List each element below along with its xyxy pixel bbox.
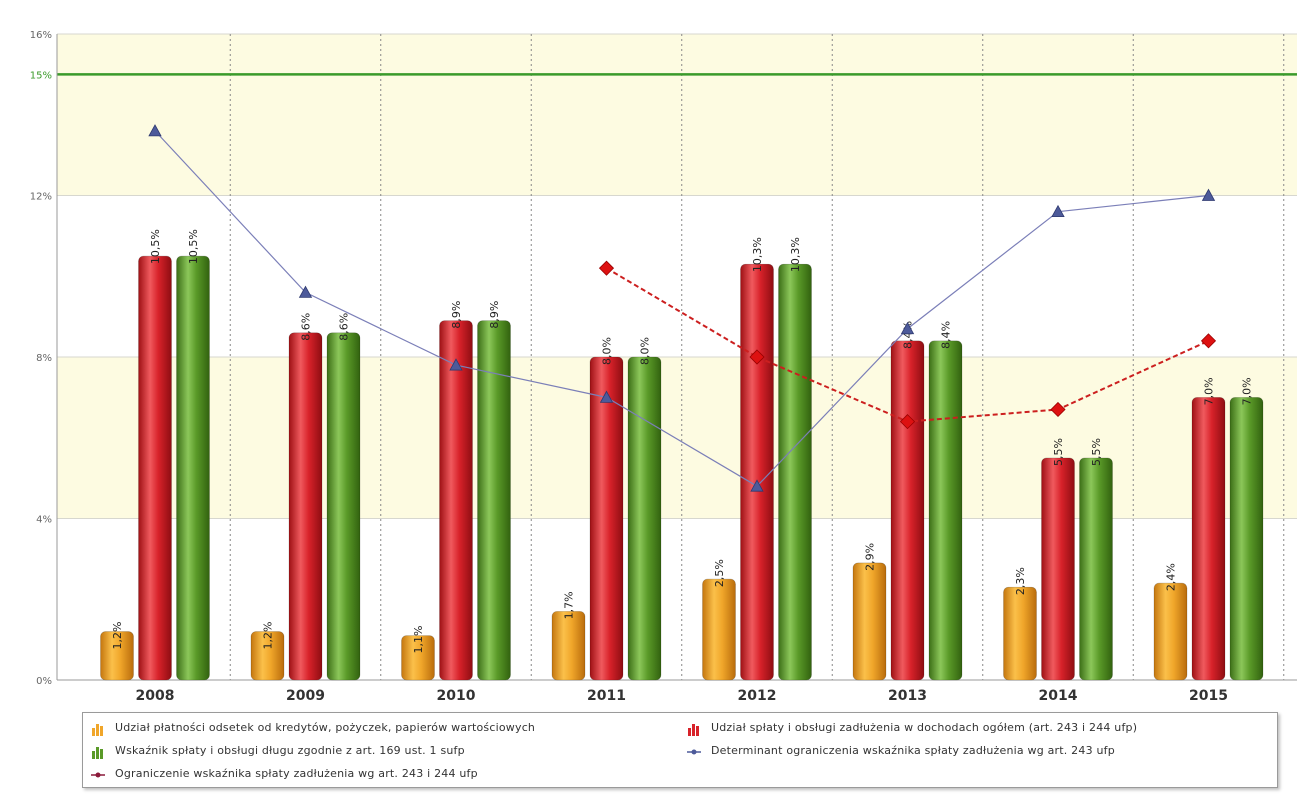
bar-value-label: 8,0% (639, 337, 652, 365)
y-tick-label: 16% (30, 30, 52, 41)
bar (928, 340, 963, 681)
bar (852, 562, 887, 681)
red-bars-icon (688, 724, 699, 736)
bar (176, 255, 210, 681)
bar-value-label: 8,4% (940, 321, 953, 349)
line-marker-icon (687, 749, 701, 755)
bar (589, 356, 624, 681)
legend: Udział płatności odsetek od kredytów, po… (82, 712, 1278, 788)
x-tick-label: 2010 (437, 688, 476, 704)
plot-band (57, 34, 1297, 196)
bar (551, 611, 586, 681)
bar-value-label: 8,9% (488, 301, 501, 329)
legend-label: Determinant ograniczenia wskaźnika spłat… (711, 744, 1115, 757)
bar-value-label: 7,0% (1203, 377, 1216, 405)
bar-value-label: 10,3% (789, 237, 802, 272)
bar-value-label: 1,2% (262, 622, 275, 650)
bar-value-label: 10,5% (149, 229, 162, 264)
bar-value-label: 1,2% (111, 622, 124, 650)
legend-label: Ograniczenie wskaźnika spłaty zadłużenia… (115, 767, 478, 780)
x-tick-label: 2009 (286, 688, 325, 704)
bar (1079, 457, 1113, 681)
triangle-marker (298, 285, 313, 298)
bar-value-label: 10,3% (751, 237, 764, 272)
green-bars-icon (92, 747, 103, 759)
series-line (154, 130, 1209, 487)
line-series (148, 124, 1217, 492)
bar (1041, 457, 1075, 681)
bar-value-label: 7,0% (1241, 377, 1254, 405)
orange-bars-icon (92, 724, 103, 736)
bar (740, 263, 774, 681)
bar (702, 578, 736, 681)
triangle-marker (750, 479, 764, 492)
bar (1229, 397, 1264, 681)
bar (1153, 582, 1188, 681)
x-tick-label: 2014 (1039, 688, 1078, 704)
bar-value-label: 2,3% (1014, 567, 1027, 595)
bar (890, 340, 925, 681)
bar (250, 631, 285, 681)
bar-value-label: 5,5% (1052, 438, 1065, 466)
legend-label: Wskaźnik spłaty i obsługi długu zgodnie … (115, 744, 465, 757)
triangle-marker (599, 390, 614, 403)
bar-value-label: 8,0% (601, 337, 614, 365)
line-marker-icon (91, 772, 105, 778)
bar-value-label: 8,6% (338, 313, 351, 341)
triangle-marker (449, 358, 463, 371)
diamond-marker (749, 349, 765, 365)
reference-line-label: 15% (30, 70, 52, 81)
x-tick-label: 2008 (136, 688, 175, 704)
bar-value-label: 5,5% (1090, 438, 1103, 466)
bar (138, 255, 172, 681)
triangle-marker (1051, 204, 1065, 218)
legend-label: Udział płatności odsetek od kredytów, po… (115, 721, 536, 734)
plot-band (57, 195, 1297, 357)
triangle-marker (148, 124, 162, 137)
diamond-marker (899, 414, 916, 430)
bar-series: 1,2% 1,2% 1,1% 1,7% 2,5% 2,9% 2,3% 2,4% 10,5% 8,6… (100, 229, 1264, 681)
bar (326, 332, 361, 681)
bar (401, 635, 435, 681)
bar (1191, 397, 1226, 681)
diamond-marker (598, 260, 615, 276)
bar (288, 332, 323, 681)
bar-value-label: 1,1% (412, 626, 425, 654)
x-tick-label: 2012 (738, 688, 777, 704)
x-tick-label: 2015 (1189, 688, 1228, 704)
diamond-marker (1200, 333, 1217, 349)
bar-value-label: 8,9% (450, 301, 463, 329)
x-tick-label: 2013 (888, 688, 927, 704)
bar-value-label: 1,7% (563, 591, 576, 619)
bar (778, 263, 812, 681)
legend-label: Udział spłaty i obsługi zadłużenia w doc… (711, 721, 1138, 734)
bar-value-label: 2,9% (864, 543, 877, 571)
bar-value-label: 2,4% (1165, 563, 1178, 591)
y-tick-label: 4% (36, 515, 52, 526)
y-tick-label: 8% (36, 353, 52, 364)
bar (100, 631, 134, 681)
diamond-marker (1050, 401, 1066, 418)
bar-value-label: 2,5% (713, 559, 726, 587)
y-tick-label: 0% (36, 676, 52, 687)
bar (627, 356, 662, 681)
y-tick-label: 12% (30, 192, 52, 203)
bar-value-label: 10,5% (187, 229, 200, 264)
triangle-marker (900, 321, 915, 335)
bar (477, 320, 511, 681)
bar (439, 320, 473, 681)
triangle-marker (1201, 188, 1216, 201)
bar-value-label: 8,6% (300, 313, 313, 341)
x-tick-label: 2011 (587, 688, 626, 704)
bar (1003, 586, 1037, 681)
